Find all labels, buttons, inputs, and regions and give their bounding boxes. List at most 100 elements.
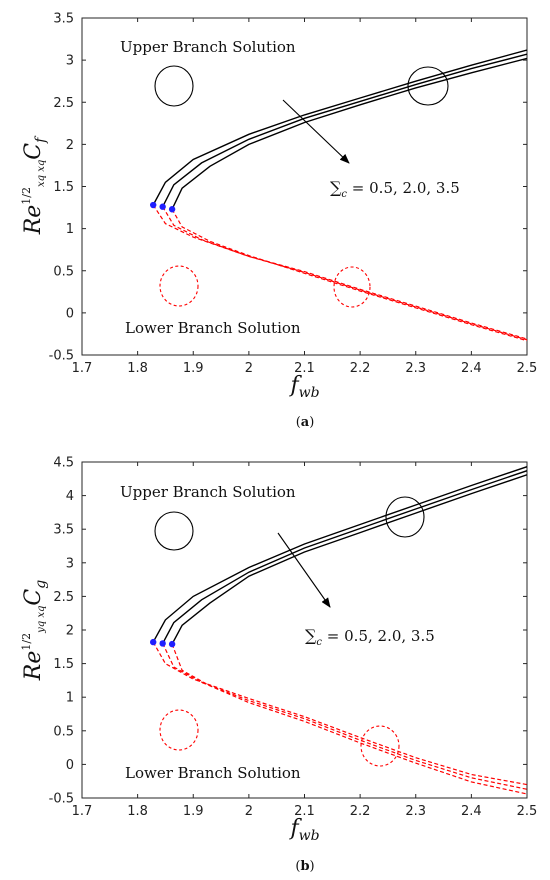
y-axis-label: Re1/2xq xqCf [20, 135, 49, 235]
critical-point [150, 638, 157, 646]
y-tick-label: 4 [66, 489, 74, 504]
x-axis-label: fwb [288, 373, 319, 401]
critical-point [150, 201, 157, 209]
panel-label: (b) [295, 859, 314, 874]
x-axis-label-sub: wb [299, 385, 320, 401]
lower-branch-line [171, 208, 527, 342]
critical-point [159, 640, 166, 647]
panel-label-open: ( [296, 415, 301, 430]
y-axis-label-exp: 1/2 [20, 187, 33, 205]
x-tick-label: 2.1 [294, 804, 315, 819]
panel-label-close: ) [309, 415, 314, 430]
x-tick-label: 2.5 [517, 804, 538, 819]
y-tick-label: 2.5 [53, 590, 74, 605]
trend-arrow [282, 99, 350, 164]
y-axis-label-c-sub: f [33, 135, 49, 144]
y-tick-label: -0.5 [49, 349, 74, 364]
y-axis-label-c: C [21, 589, 46, 606]
sigma-subscript: c [316, 637, 322, 648]
sigma-subscript: c [341, 189, 347, 200]
y-tick-label: 3.5 [53, 523, 74, 538]
y-tick-label: 0 [66, 306, 74, 321]
upper-branch-line [152, 49, 527, 206]
y-axis-label-exp: 1/2 [20, 633, 33, 651]
x-tick-label: 2.3 [405, 361, 426, 376]
x-tick-label: 1.7 [72, 361, 93, 376]
y-tick-label: 2 [66, 624, 74, 639]
y-tick-label: 1.5 [53, 657, 74, 672]
x-tick-label: 1.9 [183, 361, 204, 376]
y-axis-label-re: Re [21, 205, 46, 236]
y-tick-label: -0.5 [49, 792, 74, 807]
critical-point [168, 640, 176, 648]
y-axis-label-exp-sub: xq xq [36, 160, 47, 187]
x-tick-label: 1.8 [127, 361, 148, 376]
y-axis-label-c-sub: g [33, 580, 49, 589]
y-axis-label-c: C [21, 143, 46, 160]
plot-area [152, 49, 527, 342]
y-tick-label: 1 [66, 691, 74, 706]
critical-point [168, 206, 176, 213]
plot-area [152, 466, 527, 795]
x-tick-label: 1.9 [183, 804, 204, 819]
sigma-c-annotation: ∑c = 0.5, 2.0, 3.5 [330, 178, 460, 200]
y-tick-label: 4.5 [53, 456, 74, 471]
lower-branch-line [171, 643, 527, 795]
upper-branch-label: Upper Branch Solution [120, 483, 296, 501]
y-tick-label: 1 [66, 222, 74, 237]
y-tick-label: 3.5 [53, 12, 74, 27]
lower-branch-label: Lower Branch Solution [125, 319, 301, 337]
panel-label-letter: b [300, 859, 309, 874]
upper-branch-line [171, 57, 527, 210]
lower-branch-marker-circle [159, 265, 199, 307]
upper-branch-line [171, 474, 527, 645]
sigma-values: = 0.5, 2.0, 3.5 [322, 627, 435, 645]
sigma-values: = 0.5, 2.0, 3.5 [347, 179, 460, 197]
panel-label-letter: a [301, 415, 310, 430]
lower-branch-line [152, 641, 527, 786]
x-tick-label: 1.8 [127, 804, 148, 819]
upper-branch-marker-circle [154, 511, 194, 551]
critical-point [159, 203, 166, 210]
lower-branch-marker-circle [333, 266, 371, 308]
x-tick-label: 2.3 [405, 804, 426, 819]
y-tick-label: 3 [66, 54, 74, 69]
lower-branch-marker-circle [360, 725, 400, 767]
x-tick-label: 1.7 [72, 804, 93, 819]
lower-branch-label: Lower Branch Solution [125, 764, 301, 782]
x-tick-label: 2 [245, 804, 253, 819]
upper-branch-marker-circle [385, 496, 425, 538]
panel-label-close: ) [310, 859, 315, 874]
chart-panel-a: 1.7 1.8 1.9 2 2.1 2.2 2.3 2.4 2.5 -0.5 0 0.5 1 1.5 2 2.… [20, 12, 537, 431]
x-tick-label: 2.1 [294, 361, 315, 376]
y-tick-label: 0.5 [53, 724, 74, 739]
y-tick-label: 1.5 [53, 180, 74, 195]
upper-branch-line [152, 466, 527, 643]
sigma-symbol: ∑ [330, 178, 342, 197]
sigma-symbol: ∑ [305, 626, 317, 645]
panel-label: (a) [296, 415, 315, 430]
x-tick-label: 2.4 [461, 804, 482, 819]
upper-branch-marker-circle [154, 65, 194, 107]
lower-branch-marker-circle [159, 709, 199, 751]
x-tick-label: 2.4 [461, 361, 482, 376]
upper-branch-line [162, 470, 527, 644]
chart-panel-b: 1.7 1.8 1.9 2 2.1 2.2 2.3 2.4 2.5 -0.5 0 0.5 1 1.5 2 2.… [20, 456, 537, 875]
y-tick-label: 0.5 [53, 264, 74, 279]
x-tick-label: 2.2 [350, 361, 371, 376]
y-tick-label: 2 [66, 138, 74, 153]
sigma-c-annotation: ∑c = 0.5, 2.0, 3.5 [305, 626, 435, 648]
x-tick-label: 2.5 [517, 361, 538, 376]
panel-label-open: ( [295, 859, 300, 874]
x-axis-label-sub: wb [299, 828, 320, 844]
x-tick-label: 2 [245, 361, 253, 376]
y-tick-label: 3 [66, 556, 74, 571]
y-tick-label: 0 [66, 758, 74, 773]
x-axis-label: fwb [288, 816, 319, 844]
lower-branch-line [152, 204, 527, 340]
y-tick-label: 2.5 [53, 96, 74, 111]
y-axis-label-re: Re [21, 651, 46, 682]
trend-arrow [277, 532, 331, 608]
x-tick-label: 2.2 [350, 804, 371, 819]
